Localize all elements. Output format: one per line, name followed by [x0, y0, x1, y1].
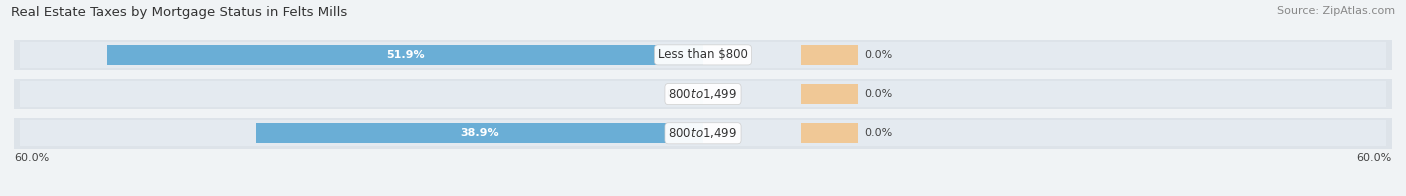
Text: 38.9%: 38.9% [460, 128, 499, 138]
Bar [700, 84, 703, 104]
Text: $800 to $1,499: $800 to $1,499 [668, 126, 738, 140]
Bar [800, 123, 858, 143]
Bar [107, 45, 703, 65]
Bar [256, 123, 703, 143]
Text: 0.0%: 0.0% [863, 89, 891, 99]
Text: Less than $800: Less than $800 [658, 48, 748, 61]
Text: 51.9%: 51.9% [385, 50, 425, 60]
Text: Real Estate Taxes by Mortgage Status in Felts Mills: Real Estate Taxes by Mortgage Status in … [11, 6, 347, 19]
Text: 0.0%: 0.0% [863, 128, 891, 138]
Bar [20, 120, 1386, 146]
Bar [800, 45, 858, 65]
Text: 60.0%: 60.0% [14, 153, 49, 163]
Text: 0.0%: 0.0% [666, 89, 695, 99]
Text: Source: ZipAtlas.com: Source: ZipAtlas.com [1277, 6, 1395, 16]
Text: $800 to $1,499: $800 to $1,499 [668, 87, 738, 101]
Legend: Without Mortgage, With Mortgage: Without Mortgage, With Mortgage [581, 193, 825, 196]
Bar [800, 84, 858, 104]
Bar [20, 81, 1386, 107]
Bar [14, 40, 1392, 70]
Bar [14, 118, 1392, 149]
Text: 60.0%: 60.0% [1357, 153, 1392, 163]
Bar [14, 79, 1392, 109]
Bar [20, 42, 1386, 68]
Text: 0.0%: 0.0% [863, 50, 891, 60]
